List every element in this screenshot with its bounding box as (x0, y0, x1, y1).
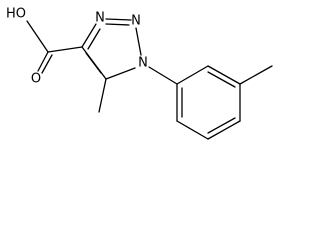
atom-label: HO (6, 7, 26, 22)
bond (207, 71, 236, 88)
bond (207, 117, 236, 134)
bond (176, 120, 209, 140)
atom-label: N (138, 56, 148, 71)
bond (85, 52, 102, 74)
bond (176, 65, 209, 85)
page: {"atoms": [{"label": "HO"}, {"label": "O… (5, 6, 273, 140)
atom-label: O (31, 72, 41, 87)
bond (98, 78, 107, 113)
molecule-diagram: HO O N N N (6, 7, 273, 140)
bond (26, 20, 49, 53)
bond (135, 27, 142, 56)
atom-label: N (131, 14, 141, 29)
atom-label: N (95, 11, 105, 26)
bond (47, 46, 83, 53)
bond (207, 120, 241, 140)
bond (81, 23, 97, 48)
bond (87, 28, 101, 50)
bond (207, 65, 241, 85)
bond (37, 51, 49, 72)
bond (239, 65, 273, 85)
bond (105, 67, 136, 80)
bond (41, 54, 53, 74)
bonds (26, 18, 273, 140)
bond (148, 66, 178, 85)
bond (105, 18, 132, 21)
bond (105, 23, 130, 26)
